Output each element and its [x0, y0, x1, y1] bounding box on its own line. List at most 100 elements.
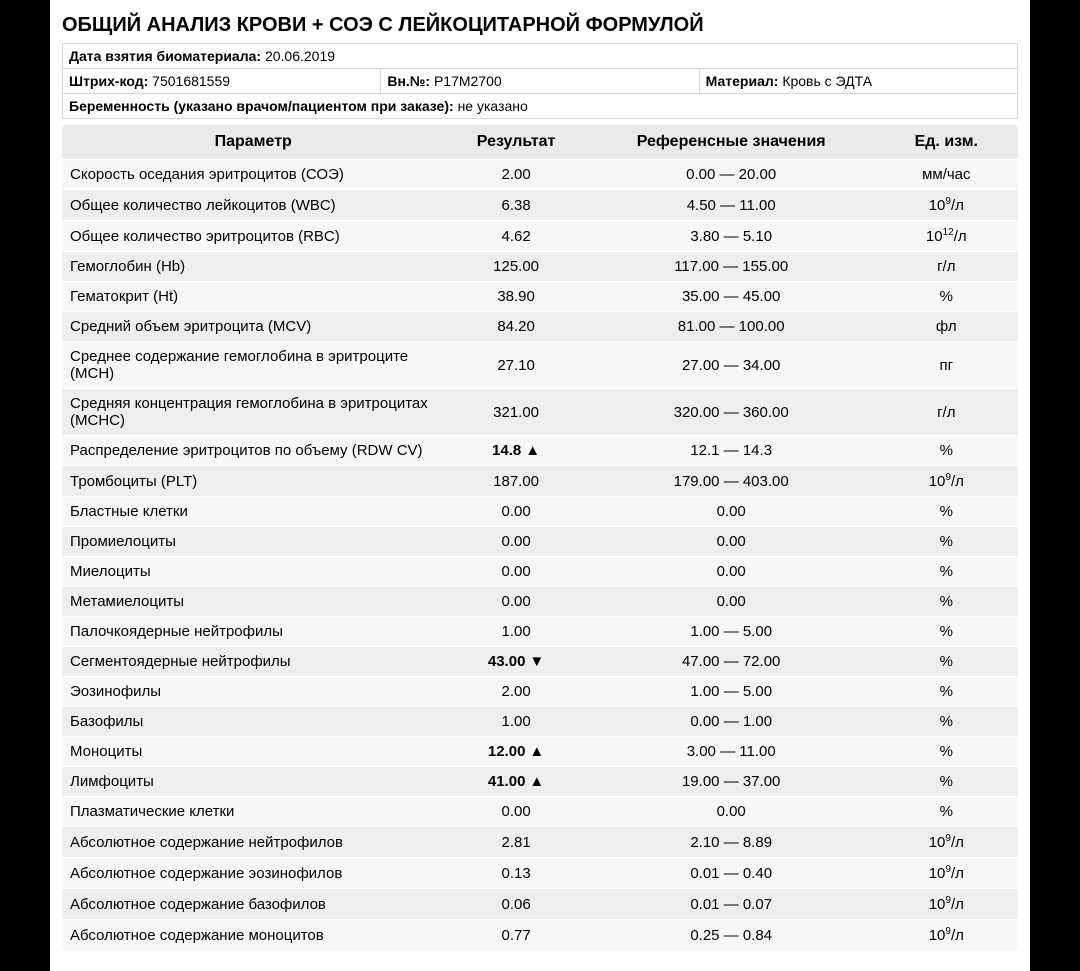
cell-reference: 35.00 — 45.00: [588, 282, 875, 312]
cell-result: 0.00: [444, 557, 587, 587]
cell-unit: 109/л: [875, 858, 1018, 889]
cell-param: Гематокрит (Ht): [62, 282, 444, 312]
cell-reference: 0.00 — 20.00: [588, 160, 875, 190]
cell-reference: 320.00 — 360.00: [588, 389, 875, 436]
cell-reference: 0.00: [588, 497, 875, 527]
cell-param: Миелоциты: [62, 557, 444, 587]
cell-unit: %: [875, 677, 1018, 707]
cell-unit: %: [875, 737, 1018, 767]
cell-param: Бластные клетки: [62, 497, 444, 527]
cell-unit: 109/л: [875, 190, 1018, 221]
cell-result: 0.00: [444, 587, 587, 617]
cell-param: Палочкоядерные нейтрофилы: [62, 617, 444, 647]
cell-param: Метамиелоциты: [62, 587, 444, 617]
cell-unit: %: [875, 587, 1018, 617]
table-row: Тромбоциты (PLT)187.00179.00 — 403.00109…: [62, 466, 1018, 497]
result-value: 43.00: [488, 653, 526, 670]
meta-row-ids: Штрих-код: 7501681559 Вн.№: P17M2700 Мат…: [63, 69, 1018, 94]
cell-result: 38.90: [444, 282, 587, 312]
cell-param: Абсолютное содержание эозинофилов: [62, 858, 444, 889]
cell-param: Базофилы: [62, 707, 444, 737]
result-value: 41.00: [488, 773, 526, 790]
cell-result: 14.8▲: [444, 436, 587, 466]
cell-result: 43.00▼: [444, 647, 587, 677]
cell-unit: %: [875, 282, 1018, 312]
table-row: Среднее содержание гемоглобина в эритроц…: [62, 342, 1018, 389]
cell-result: 12.00▲: [444, 737, 587, 767]
material-label: Материал:: [706, 73, 779, 89]
cell-unit: г/л: [875, 389, 1018, 436]
cell-unit: 109/л: [875, 920, 1018, 951]
cell-param: Абсолютное содержание моноцитов: [62, 920, 444, 951]
col-header-param: Параметр: [62, 125, 444, 160]
cell-result: 2.00: [444, 677, 587, 707]
cell-unit: %: [875, 797, 1018, 827]
table-header-row: Параметр Результат Референсные значения …: [62, 125, 1018, 160]
report-title: ОБЩИЙ АНАЛИЗ КРОВИ + СОЭ С ЛЕЙКОЦИТАРНОЙ…: [62, 10, 1018, 43]
cell-reference: 12.1 — 14.3: [588, 436, 875, 466]
cell-unit: %: [875, 527, 1018, 557]
cell-param: Тромбоциты (PLT): [62, 466, 444, 497]
results-table: Параметр Результат Референсные значения …: [62, 125, 1018, 951]
cell-result: 0.13: [444, 858, 587, 889]
cell-reference: 3.00 — 11.00: [588, 737, 875, 767]
cell-result: 4.62: [444, 221, 587, 252]
cell-result: 125.00: [444, 252, 587, 282]
cell-param: Абсолютное содержание базофилов: [62, 889, 444, 920]
table-row: Моноциты12.00▲3.00 — 11.00%: [62, 737, 1018, 767]
cell-unit: %: [875, 707, 1018, 737]
cell-result: 1.00: [444, 617, 587, 647]
table-row: Эозинофилы2.001.00 — 5.00%: [62, 677, 1018, 707]
cell-reference: 3.80 — 5.10: [588, 221, 875, 252]
barcode-value: 7501681559: [152, 73, 230, 89]
cell-result: 2.00: [444, 160, 587, 190]
table-row: Плазматические клетки0.000.00%: [62, 797, 1018, 827]
arrow-up-icon: ▲: [521, 442, 540, 459]
cell-unit: %: [875, 647, 1018, 677]
cell-unit: %: [875, 767, 1018, 797]
table-row: Лимфоциты41.00▲19.00 — 37.00%: [62, 767, 1018, 797]
arrow-up-icon: ▲: [525, 743, 544, 760]
cell-result: 6.38: [444, 190, 587, 221]
table-row: Общее количество лейкоцитов (WBC)6.384.5…: [62, 190, 1018, 221]
meta-row-pregnancy: Беременность (указано врачом/пациентом п…: [63, 94, 1018, 119]
meta-table: Дата взятия биоматериала: 20.06.2019 Штр…: [62, 43, 1018, 119]
cell-reference: 0.00: [588, 557, 875, 587]
result-value: 12.00: [488, 743, 526, 760]
vn-value: P17M2700: [434, 73, 502, 89]
cell-reference: 19.00 — 37.00: [588, 767, 875, 797]
date-value: 20.06.2019: [265, 48, 335, 64]
cell-param: Эозинофилы: [62, 677, 444, 707]
result-value: 14.8: [492, 442, 521, 459]
cell-reference: 4.50 — 11.00: [588, 190, 875, 221]
table-row: Абсолютное содержание нейтрофилов2.812.1…: [62, 827, 1018, 858]
table-row: Средняя концентрация гемоглобина в эритр…: [62, 389, 1018, 436]
cell-reference: 0.00: [588, 587, 875, 617]
cell-unit: 109/л: [875, 466, 1018, 497]
cell-unit: 109/л: [875, 889, 1018, 920]
barcode-label: Штрих-код:: [69, 73, 148, 89]
table-row: Абсолютное содержание базофилов0.060.01 …: [62, 889, 1018, 920]
cell-unit: 1012/л: [875, 221, 1018, 252]
table-row: Палочкоядерные нейтрофилы1.001.00 — 5.00…: [62, 617, 1018, 647]
cell-param: Гемоглобин (Hb): [62, 252, 444, 282]
meta-row-date: Дата взятия биоматериала: 20.06.2019: [63, 44, 1018, 69]
cell-param: Промиелоциты: [62, 527, 444, 557]
cell-reference: 0.25 — 0.84: [588, 920, 875, 951]
table-row: Сегментоядерные нейтрофилы43.00▼47.00 — …: [62, 647, 1018, 677]
table-row: Гемоглобин (Hb)125.00117.00 — 155.00г/л: [62, 252, 1018, 282]
table-row: Метамиелоциты0.000.00%: [62, 587, 1018, 617]
cell-result: 1.00: [444, 707, 587, 737]
cell-reference: 0.01 — 0.40: [588, 858, 875, 889]
table-row: Распределение эритроцитов по объему (RDW…: [62, 436, 1018, 466]
col-header-result: Результат: [444, 125, 587, 160]
cell-unit: %: [875, 617, 1018, 647]
cell-param: Сегментоядерные нейтрофилы: [62, 647, 444, 677]
cell-unit: %: [875, 436, 1018, 466]
date-label: Дата взятия биоматериала:: [69, 48, 261, 64]
cell-param: Плазматические клетки: [62, 797, 444, 827]
cell-reference: 2.10 — 8.89: [588, 827, 875, 858]
cell-param: Абсолютное содержание нейтрофилов: [62, 827, 444, 858]
table-row: Промиелоциты0.000.00%: [62, 527, 1018, 557]
cell-result: 0.00: [444, 497, 587, 527]
